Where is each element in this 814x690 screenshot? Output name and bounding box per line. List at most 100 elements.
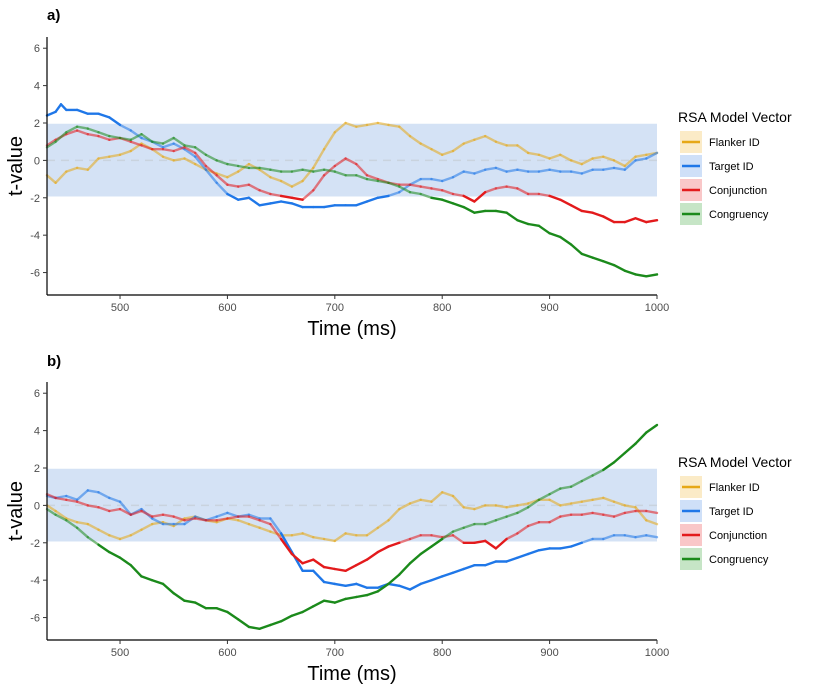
series-line-segment xyxy=(279,194,294,200)
series-line-segment xyxy=(140,575,154,582)
series-line-segment xyxy=(462,138,476,145)
legend-label: Conjunction xyxy=(709,185,767,197)
series-line-segment xyxy=(97,131,111,138)
series-line-segment xyxy=(516,502,530,507)
series-line-segment xyxy=(441,571,455,578)
series-line-segment xyxy=(355,200,369,207)
series-line-segment xyxy=(312,558,326,569)
series-line-segment xyxy=(172,515,186,522)
series-line-segment xyxy=(290,552,304,565)
series-line-segment xyxy=(86,489,100,494)
series-line-segment xyxy=(462,506,476,511)
series-line-segment xyxy=(193,517,208,522)
series-line-segment xyxy=(301,558,315,565)
series-line-segment xyxy=(634,431,648,445)
legend: RSA Model Vector Flanker ID Target ID Conju… xyxy=(678,454,792,570)
series-line-segment xyxy=(462,522,476,529)
series-line-segment xyxy=(602,260,616,267)
series-line-segment xyxy=(494,515,508,522)
series-line-segment xyxy=(75,166,90,171)
series-line-segment xyxy=(559,545,573,550)
series-line-segment xyxy=(45,507,57,516)
series-line-segment xyxy=(258,168,272,179)
series-line-segment xyxy=(355,593,369,599)
y-tick-label: -2 xyxy=(30,538,40,550)
series-line-segment xyxy=(451,202,465,209)
series-line-segment xyxy=(344,582,358,587)
series-line-segment xyxy=(204,168,218,185)
series-line-segment xyxy=(247,522,261,529)
series-line-segment xyxy=(559,485,573,490)
series-conjunction xyxy=(45,129,659,224)
legend-label: Flanker ID xyxy=(709,482,760,494)
series-line-segment xyxy=(183,146,197,155)
legend-key xyxy=(680,203,702,225)
series-line-segment xyxy=(290,179,304,188)
series-line-segment xyxy=(355,582,369,589)
series-line-segment xyxy=(569,500,583,505)
series-line-segment xyxy=(548,515,562,524)
series-line-segment xyxy=(215,174,229,186)
legend: RSA Model Vector Flanker ID Target ID Conju… xyxy=(678,109,792,225)
series-line-segment xyxy=(301,605,315,614)
series-line-segment xyxy=(387,541,401,548)
series-line-segment xyxy=(473,134,487,142)
series-line-segment xyxy=(602,534,616,541)
x-tick-label: 900 xyxy=(540,302,558,314)
series-line-segment xyxy=(398,562,412,576)
x-tick-label: 800 xyxy=(433,647,451,659)
series-line-segment xyxy=(322,204,336,209)
series-line-segment xyxy=(312,569,326,584)
series-line-segment xyxy=(612,451,626,464)
series-line-segment xyxy=(505,556,519,563)
series-line-segment xyxy=(548,498,562,507)
series-line-segment xyxy=(322,537,336,543)
series-line-segment xyxy=(45,504,57,513)
series-conjunction xyxy=(45,493,659,572)
series-line-segment xyxy=(236,164,251,170)
series-line-segment xyxy=(484,187,498,194)
series-line-segment xyxy=(97,491,111,500)
series-line-segment xyxy=(473,504,487,511)
series-line-segment xyxy=(45,138,57,147)
series-line-segment xyxy=(65,129,79,136)
series-line-segment xyxy=(419,185,433,190)
series-line-segment xyxy=(645,423,659,434)
series-line-segment xyxy=(290,196,304,201)
series-line-segment xyxy=(279,537,294,556)
series-line-segment xyxy=(473,209,487,214)
y-tick-label: 2 xyxy=(34,118,40,130)
series-line-segment xyxy=(430,491,444,503)
series-line-segment xyxy=(65,125,79,134)
series-line-segment xyxy=(419,498,433,503)
series-line-segment xyxy=(559,235,573,246)
series-line-segment xyxy=(129,564,143,578)
series-line-segment xyxy=(215,511,229,518)
series-line-segment xyxy=(569,159,583,166)
series-line-segment xyxy=(591,468,605,477)
series-line-segment xyxy=(172,146,186,153)
series-line-segment xyxy=(59,103,68,112)
series-line-segment xyxy=(45,493,57,500)
series-line-segment xyxy=(355,558,369,567)
series-line-segment xyxy=(591,496,605,501)
series-line-segment xyxy=(172,157,186,162)
series-line-segment xyxy=(215,607,229,614)
legend-label: Conjunction xyxy=(709,530,767,542)
series-line-segment xyxy=(193,151,208,168)
series-line-segment xyxy=(290,610,304,617)
series-line-segment xyxy=(516,168,530,173)
series-line-segment xyxy=(516,218,530,226)
series-line-segment xyxy=(129,528,143,537)
series-line-segment xyxy=(226,170,240,179)
series-line-segment xyxy=(537,192,551,198)
x-tick-label: 500 xyxy=(111,647,129,659)
series-line-segment xyxy=(419,579,433,586)
series-line-segment xyxy=(269,175,283,183)
series-line-segment xyxy=(86,504,100,509)
y-tick-label: -6 xyxy=(30,268,40,280)
series-line-segment xyxy=(441,491,455,498)
series-line-segment xyxy=(623,269,637,276)
series-line-segment xyxy=(430,196,444,201)
series-line-segment xyxy=(86,127,100,134)
